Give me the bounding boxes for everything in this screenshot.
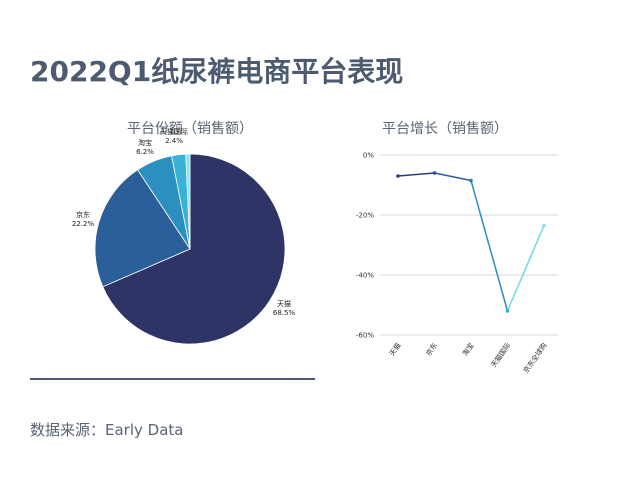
pie-category-label: 京东: [76, 210, 90, 219]
y-tick-label: -20%: [356, 212, 374, 220]
x-tick-label: 天猫国际: [489, 341, 512, 369]
pie-value-label: 68.5%: [273, 309, 296, 317]
pie-category-label: 天猫国际: [160, 127, 188, 136]
line-chart-title: 平台增长（销售额）: [382, 121, 508, 137]
line-point: [505, 309, 510, 313]
line-segment: [397, 172, 435, 177]
pie-value-label: 22.2%: [72, 220, 95, 228]
pie-slice-other: [185, 153, 191, 250]
pie-value-label: 2.4%: [165, 137, 183, 145]
line-point: [432, 171, 437, 175]
x-tick-label: 京东全球购: [521, 341, 548, 375]
source-note: 数据来源：Early Data: [30, 421, 184, 439]
x-tick-label: 京东: [424, 341, 439, 358]
x-tick-label: 淘宝: [460, 341, 475, 358]
page-title: 2022Q1纸尿裤电商平台表现: [30, 55, 404, 88]
line-segment: [506, 225, 545, 312]
line-segment: [434, 172, 472, 182]
line-point: [396, 174, 400, 178]
y-tick-label: -60%: [356, 332, 374, 340]
line-point: [542, 223, 546, 228]
y-tick-label: -40%: [356, 272, 374, 280]
pie-slice: [94, 169, 191, 288]
line-point: [469, 178, 473, 183]
pie-value-label: 6.2%: [136, 148, 154, 156]
pie-category-label: 天猫: [277, 299, 291, 308]
pie-slice: [102, 153, 286, 345]
divider: [30, 378, 315, 380]
pie-category-label: 淘宝: [138, 138, 152, 147]
x-tick-label: 天猫: [387, 341, 402, 358]
y-tick-label: 0%: [363, 152, 374, 160]
pie-chart-title: 平台份额（销售额）: [127, 121, 253, 137]
line-segment: [470, 180, 509, 312]
